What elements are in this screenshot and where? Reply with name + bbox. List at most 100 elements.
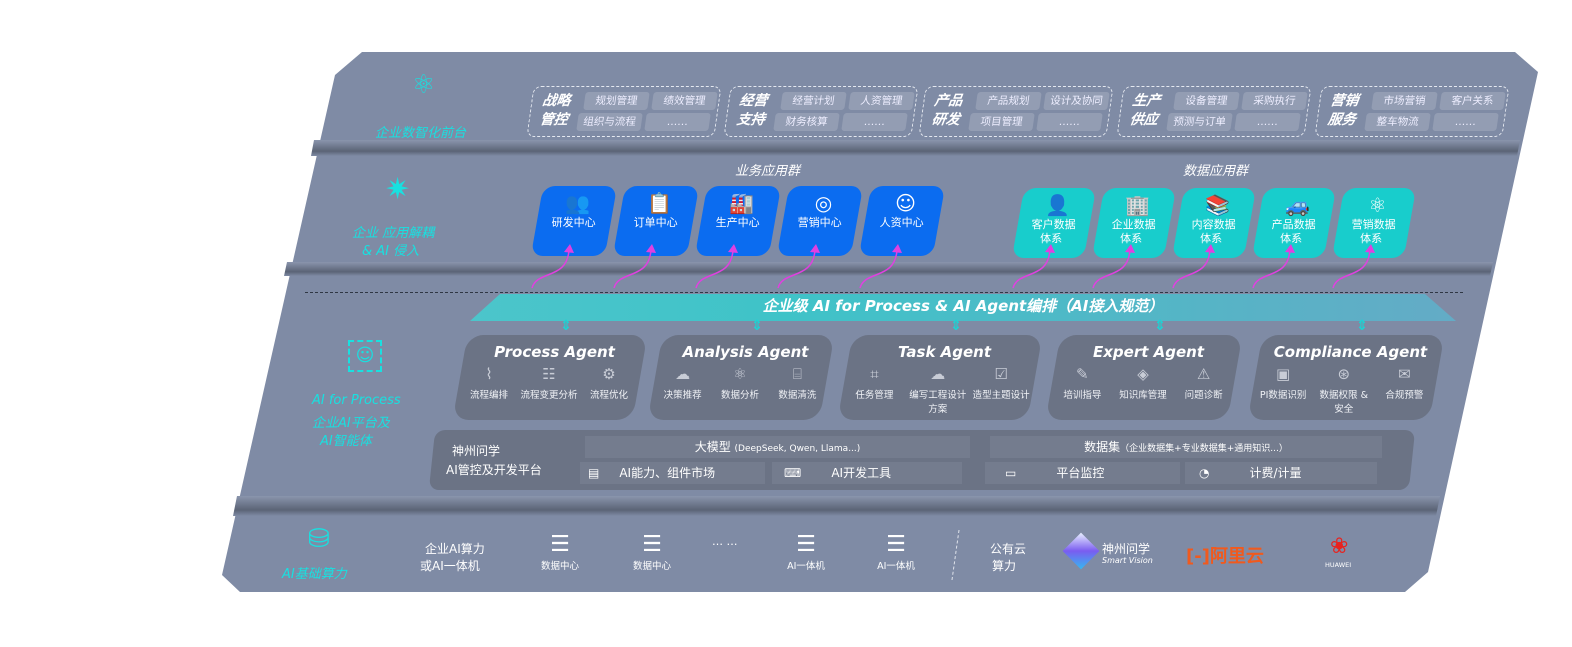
agent-feature[interactable]: ◈ 知识库管理 bbox=[1113, 365, 1173, 401]
feature-icon: ⚠ bbox=[1196, 365, 1211, 383]
monitor-icon: ▭ bbox=[1005, 466, 1017, 480]
agent-card[interactable]: Analysis Agent ☁ 决策推荐 ⚛ 数据分析 ⌸ 数据清洗 bbox=[647, 335, 835, 420]
server-icon: ☰ bbox=[550, 532, 570, 557]
connector-arrow bbox=[777, 249, 816, 289]
dataset-note: （企业数据集+专业数据集+通用知识...） bbox=[1120, 444, 1288, 454]
tool-market[interactable]: ▤ AI能力、组件市场 bbox=[580, 462, 765, 484]
agent-card[interactable]: Compliance Agent ▣ PI数据识别 ⊛ 数据权限 & 安全 ✉ 合规预警 bbox=[1247, 335, 1445, 420]
agent-feature[interactable]: ✎ 培训指导 bbox=[1052, 365, 1112, 401]
connector-arrow bbox=[1252, 249, 1291, 289]
arrow-head bbox=[810, 244, 820, 253]
connector-arrow bbox=[1172, 249, 1211, 289]
feature-icon: ◈ bbox=[1137, 365, 1149, 383]
agent-feature[interactable]: ⌸ 数据清洗 bbox=[769, 365, 826, 401]
cloud-label-2: 算力 bbox=[992, 559, 1017, 573]
model-label: 大模型 bbox=[694, 440, 731, 454]
agent-feature[interactable]: ☑ 造型主题设计 bbox=[970, 365, 1033, 415]
server-icon: ☰ bbox=[796, 532, 816, 557]
dashed-separator bbox=[305, 292, 1463, 293]
agent-card[interactable]: Expert Agent ✎ 培训指导 ◈ 知识库管理 ⚠ 问题诊断 bbox=[1045, 335, 1243, 420]
server-item: ☰ 数据中心 bbox=[622, 532, 682, 572]
agent-feature[interactable]: ⚙ 流程优化 bbox=[579, 365, 638, 401]
brain-icon: ⚛ bbox=[412, 70, 436, 100]
feature-icon: ⚙ bbox=[602, 365, 616, 383]
apps-label-2: & AI 侵入 bbox=[362, 244, 420, 259]
server-label: AI一体机 bbox=[787, 561, 825, 572]
agent-feature[interactable]: ⊛ 数据权限 & 安全 bbox=[1314, 365, 1374, 415]
ai-label-1: AI for Process bbox=[312, 393, 401, 408]
tool-dev[interactable]: ⌨ AI开发工具 bbox=[772, 462, 962, 484]
feature-icon: ⌸ bbox=[792, 365, 802, 383]
feature-label: 流程编排 bbox=[470, 390, 509, 401]
aliyun-text: 阿里云 bbox=[1209, 546, 1264, 567]
feature-label: 问题诊断 bbox=[1184, 390, 1223, 401]
agent-card[interactable]: Task Agent ⌗ 任务管理 ☁ 编写工程设计方案 ☑ 造型主题设计 bbox=[837, 335, 1043, 420]
arrow-head bbox=[892, 244, 902, 253]
agent-feature[interactable]: ☁ 编写工程设计方案 bbox=[906, 365, 969, 415]
market-icon: ▤ bbox=[588, 466, 600, 480]
feature-icon: ✉ bbox=[1398, 365, 1411, 383]
ai-banner-text: 企业级 AI for Process & AI Agent编排（AI接入规范） bbox=[762, 297, 1164, 315]
agent-feature[interactable]: ✉ 合规预警 bbox=[1374, 365, 1434, 415]
feature-label: 任务管理 bbox=[855, 390, 894, 401]
agent-feature[interactable]: ⚛ 数据分析 bbox=[712, 365, 769, 401]
agent-name: Task Agent bbox=[897, 343, 992, 361]
huawei-logo: ❀ bbox=[1330, 534, 1349, 559]
server-item: ☰ AI一体机 bbox=[776, 532, 836, 572]
feature-icon: ▣ bbox=[1276, 365, 1291, 383]
connector-arrow bbox=[1092, 249, 1131, 289]
smart-vision-cn: 神州问学 bbox=[1102, 542, 1151, 556]
arrow-head bbox=[1045, 244, 1055, 253]
aliyun-icon: [-] bbox=[1186, 546, 1210, 567]
feature-label: 决策推荐 bbox=[663, 390, 702, 401]
model-bar: 大模型 (DeepSeek, Qwen, Llama...) bbox=[585, 436, 970, 458]
server-label: AI一体机 bbox=[877, 561, 915, 572]
agent-feature[interactable]: ⌇ 流程编排 bbox=[459, 365, 518, 401]
smart-vision-en: Smart Vision bbox=[1102, 556, 1153, 565]
agent-feature[interactable]: ⌗ 任务管理 bbox=[843, 365, 906, 415]
connector-arrow bbox=[859, 249, 898, 289]
tool-label: AI能力、组件市场 bbox=[619, 466, 716, 480]
agent-name: Analysis Agent bbox=[682, 343, 809, 361]
connector-arrow bbox=[1332, 249, 1371, 289]
tool-label: 平台监控 bbox=[1056, 466, 1105, 480]
tool-billing[interactable]: ◔ 计费/计量 bbox=[1185, 462, 1377, 484]
feature-label: 合规预警 bbox=[1385, 390, 1424, 401]
connector-arrow bbox=[613, 249, 652, 289]
feature-label: PI数据识别 bbox=[1259, 390, 1307, 401]
ai-label-2: 企业AI平台及 bbox=[312, 416, 390, 431]
arrow-head bbox=[728, 244, 738, 253]
feature-icon: ☷ bbox=[542, 365, 556, 383]
platform-title-1: 神州问学 bbox=[452, 444, 501, 458]
cloud-label-1: 公有云 bbox=[990, 542, 1027, 556]
feature-label: 流程变更分析 bbox=[520, 390, 578, 401]
agent-feature[interactable]: ☁ 决策推荐 bbox=[654, 365, 711, 401]
server-label: 数据中心 bbox=[632, 561, 671, 572]
feature-label: 数据权限 & 安全 bbox=[1319, 390, 1368, 415]
agent-feature[interactable]: ⚠ 问题诊断 bbox=[1174, 365, 1234, 401]
feature-icon: ☑ bbox=[994, 365, 1008, 383]
tool-monitor[interactable]: ▭ 平台监控 bbox=[985, 462, 1180, 484]
feature-icon: ☁ bbox=[930, 365, 946, 383]
gauge-icon: ◔ bbox=[1199, 466, 1210, 480]
platform-title-2: AI管控及开发平台 bbox=[446, 463, 542, 477]
feature-label: 流程优化 bbox=[590, 390, 629, 401]
bidirectional-arrow-icon: ⇕ bbox=[950, 318, 962, 334]
server-icon: ☰ bbox=[642, 532, 662, 557]
data-group-title: 数据应用群 bbox=[1183, 164, 1249, 179]
onprem-label-1: 企业AI算力 bbox=[425, 542, 485, 556]
server-icon: ☰ bbox=[886, 532, 906, 557]
connector-arrow bbox=[1012, 249, 1051, 289]
bidirectional-arrow-icon: ⇕ bbox=[1356, 318, 1368, 334]
feature-icon: ✎ bbox=[1076, 365, 1089, 383]
huawei-text: HUAWEI bbox=[1325, 561, 1352, 569]
agent-feature[interactable]: ☷ 流程变更分析 bbox=[519, 365, 578, 401]
arrow-head bbox=[646, 244, 656, 253]
arrow-head bbox=[1205, 244, 1215, 253]
tool-label: 计费/计量 bbox=[1249, 466, 1302, 480]
face-scan-icon: ☺ bbox=[348, 340, 382, 372]
agent-card[interactable]: Process Agent ⌇ 流程编排 ☷ 流程变更分析 ⚙ 流程优化 bbox=[452, 335, 648, 420]
agent-feature[interactable]: ▣ PI数据识别 bbox=[1253, 365, 1313, 415]
feature-icon: ⊛ bbox=[1337, 365, 1351, 383]
aliyun-logo: [-]阿里云 bbox=[1186, 542, 1264, 568]
